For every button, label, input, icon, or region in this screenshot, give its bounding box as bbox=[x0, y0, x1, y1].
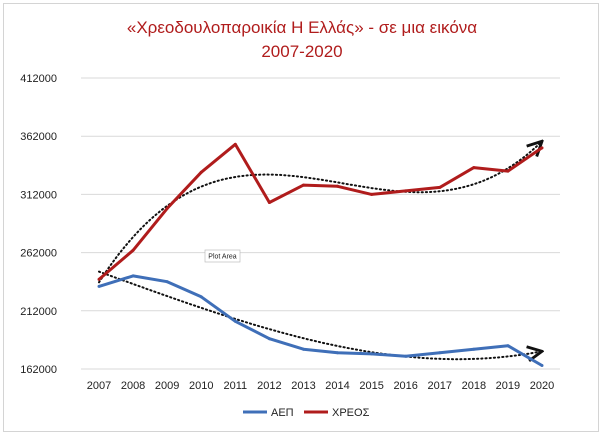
gdp-point-2016 bbox=[404, 354, 408, 358]
gdp-point-2013 bbox=[301, 347, 305, 351]
debt-point-2017 bbox=[438, 185, 442, 189]
x-tick-label-2012: 2012 bbox=[257, 380, 281, 392]
debt-series-line bbox=[98, 142, 543, 281]
x-tick-label-2019: 2019 bbox=[496, 380, 520, 392]
debt-point-2012 bbox=[267, 201, 271, 205]
x-tick-label-2020: 2020 bbox=[530, 380, 554, 392]
plot-area-tooltip: Plot Area bbox=[208, 254, 237, 261]
y-tick-label-5: 412000 bbox=[20, 73, 57, 85]
debt-point-2011 bbox=[233, 142, 237, 146]
y-tick-label-3: 312000 bbox=[20, 189, 57, 201]
gdp-point-2018 bbox=[472, 347, 476, 351]
chart-frame bbox=[3, 3, 599, 432]
gdp-point-2009 bbox=[165, 280, 169, 284]
gdp-point-2011 bbox=[233, 319, 237, 323]
x-tick-label-2016: 2016 bbox=[393, 380, 417, 392]
x-tick-label-2008: 2008 bbox=[121, 380, 145, 392]
y-tick-label-0: 162000 bbox=[20, 364, 57, 376]
x-tick-label-2013: 2013 bbox=[291, 380, 315, 392]
debt-point-2018 bbox=[472, 166, 476, 170]
y-tick-label-2: 262000 bbox=[20, 248, 57, 260]
debt-point-2008 bbox=[131, 248, 135, 252]
debt-point-2013 bbox=[301, 183, 305, 187]
x-tick-label-2017: 2017 bbox=[428, 380, 452, 392]
chart-title-line2: 2007-2020 bbox=[261, 42, 343, 61]
x-tick-label-2011: 2011 bbox=[223, 380, 247, 392]
y-tick-label-4: 362000 bbox=[20, 131, 57, 143]
gdp-point-2015 bbox=[370, 352, 374, 356]
debt-point-2016 bbox=[404, 189, 408, 193]
debt-point-2007 bbox=[97, 277, 101, 281]
gdp-trendline bbox=[98, 270, 542, 360]
legend-label-debt: ΧΡΕΟΣ bbox=[332, 407, 370, 419]
legend-label-gdp: ΑΕΠ bbox=[271, 407, 294, 419]
y-tick-label-1: 212000 bbox=[20, 306, 57, 318]
x-tick-label-2018: 2018 bbox=[462, 380, 486, 392]
debt-point-2015 bbox=[370, 192, 374, 196]
chart-title-line1: «Χρεοδουλοπαροικία Η Ελλάς» - σε μια εικ… bbox=[126, 18, 478, 37]
gdp-point-2010 bbox=[199, 295, 203, 299]
gdp-point-2007 bbox=[97, 284, 101, 288]
gdp-point-2019 bbox=[506, 344, 510, 348]
gdp-point-2020 bbox=[540, 364, 544, 368]
debt-point-2010 bbox=[199, 170, 203, 174]
gdp-point-2014 bbox=[336, 351, 340, 355]
gdp-point-2012 bbox=[267, 337, 271, 341]
x-tick-label-2014: 2014 bbox=[325, 380, 349, 392]
x-tick-label-2010: 2010 bbox=[189, 380, 213, 392]
debt-point-2019 bbox=[506, 169, 510, 173]
debt-point-2020 bbox=[540, 146, 544, 150]
gdp-point-2008 bbox=[131, 274, 135, 278]
plot-area-tooltip-box bbox=[204, 249, 241, 263]
debt-point-2009 bbox=[165, 206, 169, 210]
x-tick-label-2007: 2007 bbox=[87, 380, 111, 392]
x-tick-label-2015: 2015 bbox=[359, 380, 383, 392]
gdp-point-2017 bbox=[438, 351, 442, 355]
gdp-series-line bbox=[98, 274, 543, 367]
debt-point-2014 bbox=[336, 184, 340, 188]
x-tick-label-2009: 2009 bbox=[155, 380, 179, 392]
